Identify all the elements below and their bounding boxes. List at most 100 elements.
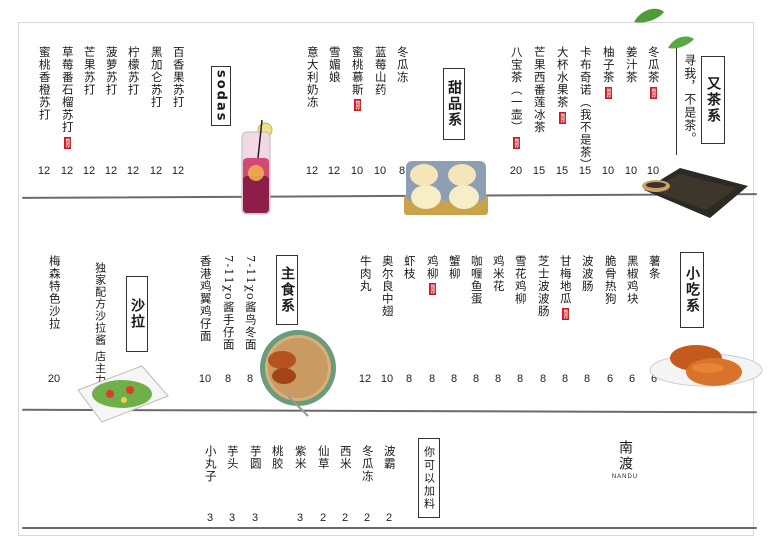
toppings-item: 芋头 <box>222 445 242 470</box>
desserts-item-price: 10 <box>350 165 364 177</box>
sodas-item: 柠檬苏打 <box>123 46 143 96</box>
salads-title: 沙拉 <box>129 298 145 330</box>
mains-item: 香港鸡翼鸡仔面 <box>195 255 215 343</box>
desserts-item: 蜜桃慕斯 推荐 <box>347 46 367 115</box>
teas-item: 八宝茶（一壶） 推荐 <box>506 46 526 153</box>
snacks-item: 鸡米花 <box>488 255 508 293</box>
toppings-item-name: 波霸 <box>382 445 397 470</box>
mains-item: 7-11χο酱手仔面 <box>218 255 238 351</box>
teas-title-box: 又茶系 <box>700 45 726 155</box>
snacks-item-price: 8 <box>516 373 524 385</box>
teas-item: 卡布奇诺（我不是茶） <box>575 46 595 171</box>
snacks-item-name: 芝士波波肠 <box>536 255 551 318</box>
teas-item-name: 芒果西番莲冰茶 <box>532 46 547 134</box>
recommended-seal: 推荐 <box>63 136 71 149</box>
sodas-item-price: 12 <box>104 165 118 177</box>
teas-item-name: 八宝茶（一壶） <box>509 46 524 134</box>
sodas-item: 黑加仑苏打 <box>146 46 166 109</box>
snacks-item: 波波肠 <box>577 255 597 293</box>
toppings-item-name: 芋头 <box>225 445 240 470</box>
desserts-item-price: 10 <box>373 165 387 177</box>
snacks-item-price: 8 <box>583 373 591 385</box>
mains-item-name: 香港鸡翼鸡仔面 <box>198 255 213 343</box>
sodas-item-price: 12 <box>82 165 96 177</box>
mains-title: 主食系 <box>279 266 295 314</box>
salads-item-price: 20 <box>47 373 61 385</box>
desserts-item-price: 12 <box>327 165 341 177</box>
sodas-item-price: 12 <box>171 165 185 177</box>
toppings-item: 桃胶 <box>267 445 287 470</box>
sodas-title: sodas <box>213 69 229 123</box>
toppings-item: 西米 <box>335 445 355 470</box>
snacks-item-name: 鸡米花 <box>491 255 506 293</box>
toppings-item-price: 2 <box>385 512 393 524</box>
recommended-seal: 推荐 <box>428 283 436 295</box>
toppings-item-name: 仙草 <box>316 445 331 470</box>
sodas-item: 蜜桃香橙苏打 <box>34 46 54 121</box>
sodas-item-name: 草莓番石榴苏打 <box>60 46 75 134</box>
snacks-item-price: 6 <box>628 373 636 385</box>
toppings-item-price: 3 <box>206 512 214 524</box>
toppings-item-price: 3 <box>251 512 259 524</box>
teas-title: 又茶系 <box>705 76 721 124</box>
desserts-item-name: 蓝莓山药 <box>373 46 388 96</box>
desserts-item: 冬瓜冻 <box>392 46 412 84</box>
desserts-item: 意大利奶冻 <box>302 46 322 109</box>
mains-item: 7-11χο酱鸟冬面 <box>240 255 260 351</box>
leaf-icon <box>634 8 664 23</box>
snacks-item-price: 8 <box>450 373 458 385</box>
snacks-title-box: 小吃系 <box>680 252 704 328</box>
sodas-item: 菠萝苏打 <box>101 46 121 96</box>
snacks-item-name: 奥尔良中翅 <box>380 255 395 318</box>
teas-item-name: 大杯水果茶 <box>555 46 570 109</box>
desserts-item-price: 12 <box>305 165 319 177</box>
tea-leaves-image <box>642 168 748 218</box>
teas-item-price: 15 <box>578 165 592 177</box>
snacks-item: 牛肉丸 <box>355 255 375 293</box>
teas-item-name: 冬瓜茶 <box>646 46 661 84</box>
sodas-item-name: 芒果苏打 <box>82 46 97 96</box>
teas-item-price: 15 <box>555 165 569 177</box>
sodas-item-name: 黑加仑苏打 <box>149 46 164 109</box>
desserts-title-box: 甜品系 <box>443 68 465 140</box>
brand-name: 南渡 <box>617 440 633 472</box>
mains-item-name: 7-11χο酱手仔面 <box>221 255 236 351</box>
mains-title-box: 主食系 <box>276 255 298 325</box>
desserts-item-name: 雪媚娘 <box>327 46 342 84</box>
toppings-item-name: 紫米 <box>293 445 308 470</box>
snacks-item-name: 雪花鸡柳 <box>513 255 528 305</box>
salads-title-box: 沙拉 <box>126 276 148 352</box>
snacks-item-price: 8 <box>472 373 480 385</box>
desserts-item: 蓝莓山药 <box>370 46 390 96</box>
toppings-title: 你可以加料 <box>422 445 436 511</box>
desserts-item-name: 冬瓜冻 <box>395 46 410 84</box>
toppings-item-name: 西米 <box>338 445 353 470</box>
sodas-item-name: 柠檬苏打 <box>126 46 141 96</box>
recommended-seal: 推荐 <box>558 111 566 124</box>
toppings-item-name: 小丸子 <box>203 445 218 483</box>
desserts-item-name: 意大利奶冻 <box>305 46 320 109</box>
snacks-item-price: 8 <box>428 373 436 385</box>
teas-title-frame: 又茶系 <box>701 56 725 144</box>
toppings-title-box: 你可以加料 <box>418 438 440 518</box>
teas-item: 冬瓜茶 推荐 <box>643 46 663 103</box>
recommended-seal: 推荐 <box>353 99 361 111</box>
snacks-item-price: 6 <box>606 373 614 385</box>
snacks-item-price: 12 <box>358 373 372 385</box>
recommended-seal: 推荐 <box>604 86 612 99</box>
sodas-item: 百香果苏打 <box>168 46 188 109</box>
snacks-item: 虾枝 <box>399 255 419 280</box>
toppings-item: 仙草 <box>313 445 333 470</box>
snacks-item-price: 8 <box>561 373 569 385</box>
mains-item-price: 8 <box>246 373 254 385</box>
toppings-item-price: 3 <box>228 512 236 524</box>
desserts-item-name: 蜜桃慕斯 <box>350 46 365 96</box>
snacks-item: 奥尔良中翅 <box>377 255 397 318</box>
toppings-item: 芋圆 <box>245 445 265 470</box>
toppings-item-price: 3 <box>296 512 304 524</box>
sodas-item-name: 蜜桃香橙苏打 <box>37 46 52 121</box>
snacks-item-name: 波波肠 <box>580 255 595 293</box>
snacks-item-name: 黑椒鸡块 <box>625 255 640 305</box>
teas-item-name: 卡布奇诺（我不是茶） <box>578 46 593 171</box>
brand-latin: NANDU <box>611 474 639 480</box>
